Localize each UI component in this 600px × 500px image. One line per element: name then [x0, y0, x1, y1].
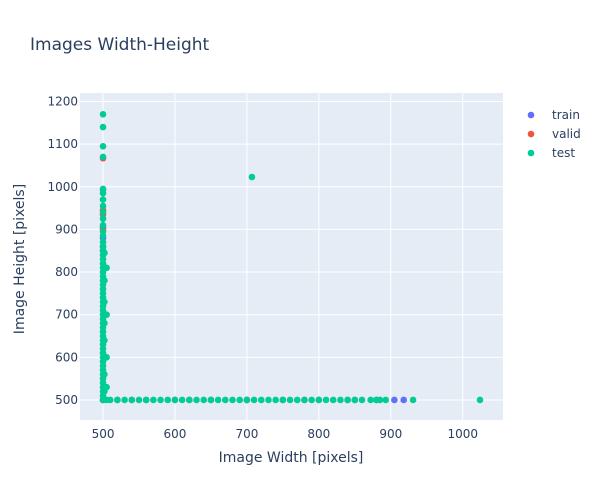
- point-test: [376, 396, 384, 404]
- tick-labels: 500 600 700 800 900 1000 500 600 700 800 900 1000 11…: [47, 95, 478, 441]
- point-test: [279, 396, 287, 404]
- point-test: [99, 196, 107, 203]
- y-axis-title: Image Height [pixels]: [12, 184, 28, 334]
- point-test: [164, 396, 172, 404]
- point-test: [99, 153, 107, 161]
- point-test: [99, 123, 107, 131]
- point-test: [229, 396, 236, 404]
- point-train: [400, 396, 408, 404]
- legend-label-test: test: [552, 146, 575, 160]
- point-test: [106, 396, 114, 404]
- legend-marker-test: [527, 149, 535, 157]
- point-test: [99, 202, 107, 210]
- point-test: [103, 311, 110, 318]
- legend-marker-valid: [527, 130, 535, 138]
- point-test: [322, 396, 330, 404]
- x-tick-label: 700: [235, 427, 258, 441]
- x-tick-label: 900: [379, 427, 402, 441]
- point-test: [101, 277, 108, 284]
- legend: train valid test: [527, 108, 581, 160]
- point-test: [351, 396, 359, 404]
- point-test: [135, 396, 143, 404]
- point-test: [236, 396, 244, 404]
- point-test: [121, 396, 128, 404]
- point-test: [337, 396, 344, 404]
- point-test: [101, 298, 108, 306]
- y-tick-label: 600: [55, 350, 78, 364]
- point-test: [358, 396, 366, 404]
- point-test: [128, 396, 136, 404]
- grid-lines: [80, 93, 503, 420]
- x-tick-label: 600: [164, 427, 187, 441]
- point-test: [157, 396, 164, 404]
- point-test: [344, 396, 351, 404]
- point-test: [178, 396, 186, 404]
- y-tick-label: 700: [55, 308, 78, 322]
- point-test: [265, 396, 272, 404]
- point-test: [142, 396, 150, 404]
- point-test: [150, 396, 157, 404]
- point-test: [99, 111, 107, 118]
- point-test: [214, 396, 222, 404]
- x-tick-label: 500: [92, 427, 115, 441]
- point-test: [248, 173, 256, 181]
- legend-label-train: train: [552, 108, 580, 122]
- point-test: [207, 396, 215, 404]
- point-test: [222, 396, 229, 404]
- point-test: [99, 142, 107, 150]
- x-axis-title: Image Width [pixels]: [219, 450, 364, 466]
- y-tick-label: 800: [55, 265, 78, 279]
- y-tick-label: 1200: [47, 95, 78, 109]
- point-test: [101, 371, 108, 378]
- point-test: [99, 232, 107, 240]
- series-test: [99, 111, 484, 404]
- y-tick-label: 900: [55, 222, 78, 236]
- point-test: [99, 209, 107, 216]
- point-test: [103, 354, 110, 361]
- point-test: [367, 396, 374, 404]
- y-tick-label: 500: [55, 393, 78, 407]
- point-test: [286, 396, 294, 404]
- point-test: [200, 396, 208, 404]
- y-tick-label: 1100: [47, 137, 78, 151]
- point-test: [301, 396, 308, 404]
- point-test: [99, 215, 107, 223]
- point-test: [308, 396, 315, 404]
- x-tick-label: 1000: [447, 427, 478, 441]
- point-test: [243, 396, 251, 404]
- chart-title: Images Width-Height: [30, 35, 210, 55]
- point-test: [103, 264, 110, 272]
- x-tick-label: 800: [307, 427, 330, 441]
- point-test: [409, 396, 417, 404]
- point-test: [101, 249, 108, 257]
- point-test: [103, 383, 110, 391]
- point-test: [257, 396, 265, 404]
- y-tick-label: 1000: [47, 180, 78, 194]
- point-test: [99, 189, 107, 197]
- point-test: [101, 336, 108, 344]
- point-test: [193, 396, 200, 404]
- plot-area: [80, 93, 503, 420]
- point-test: [272, 396, 279, 404]
- point-test: [171, 396, 179, 404]
- data-points: [99, 111, 484, 404]
- point-test: [293, 396, 301, 404]
- point-test: [99, 221, 107, 229]
- point-test: [476, 396, 484, 404]
- point-test: [250, 396, 258, 404]
- point-train: [391, 396, 398, 404]
- point-test: [101, 319, 108, 327]
- legend-label-valid: valid: [552, 127, 581, 141]
- point-test: [382, 396, 390, 404]
- point-test: [315, 396, 323, 404]
- legend-marker-train: [527, 111, 535, 119]
- point-test: [186, 396, 193, 404]
- point-test: [329, 396, 337, 404]
- point-test: [114, 396, 121, 404]
